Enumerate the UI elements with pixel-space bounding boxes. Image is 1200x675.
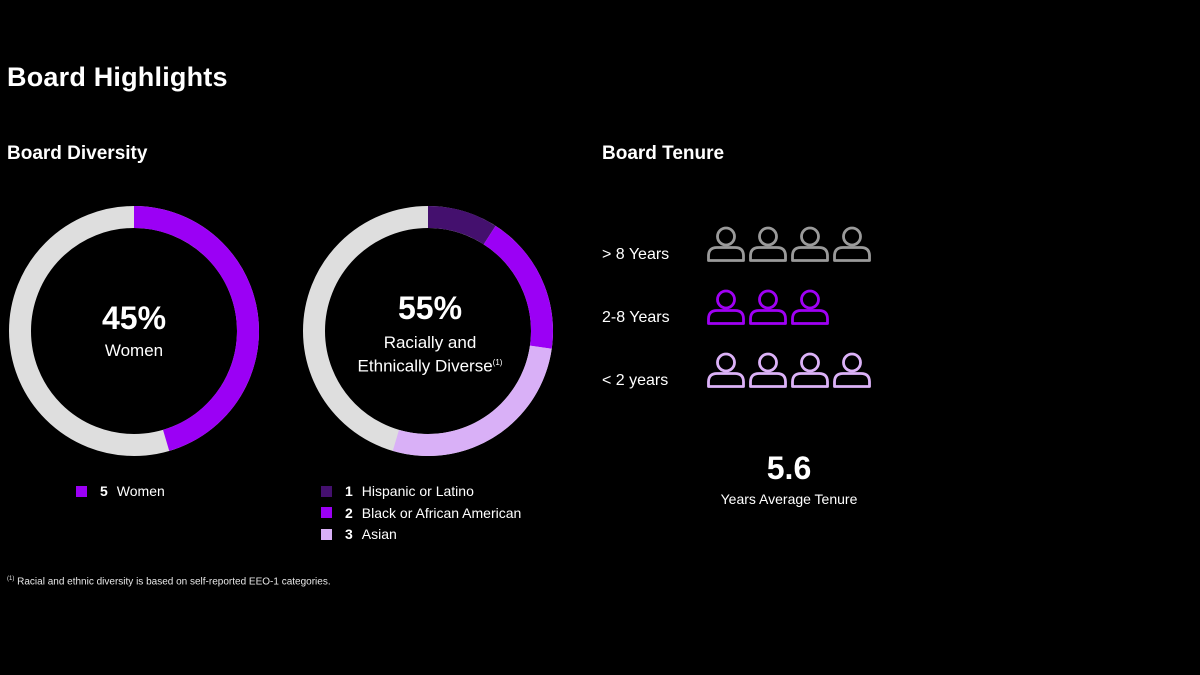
tenure-row-label: < 2 years [602, 372, 669, 389]
donut-slice-hispanic-or-latino [428, 206, 496, 245]
diverse-donut-center: 55% Racially and Ethnically Diverse(1) [330, 290, 530, 377]
average-tenure-label: Years Average Tenure [720, 491, 858, 507]
page-title: Board Highlights [7, 62, 228, 92]
legend-swatch [76, 485, 87, 497]
person-icon [791, 289, 829, 325]
legend-item: 3 Asian [321, 526, 397, 542]
legend-label: Asian [361, 526, 397, 542]
tenure-row-icons [706, 352, 872, 388]
legend-item: 1 Hispanic or Latino [321, 483, 474, 499]
legend-item: 5 Women [76, 483, 165, 499]
women-percent: 45% [101, 300, 167, 336]
average-tenure-value: 5.6 [766, 450, 812, 486]
legend-count: 3 [345, 526, 353, 542]
diverse-label-line2: Ethnically Diverse(1) [330, 353, 530, 377]
person-icon [749, 352, 787, 388]
footnote: (1) Racial and ethnic diversity is based… [7, 576, 331, 587]
donut-slice-women [134, 206, 259, 451]
person-icon [749, 226, 787, 262]
donut-slice-black-or-african-american [483, 225, 553, 349]
tenure-row-icons [706, 226, 872, 262]
person-icon [707, 352, 745, 388]
donut-slice-asian [392, 345, 552, 456]
tenure-row-label: 2-8 Years [602, 309, 670, 326]
diverse-label-line1: Racially and [383, 333, 477, 352]
footnote-marker: (1) [492, 358, 503, 367]
board-diversity-title: Board Diversity [7, 143, 148, 164]
person-icon [791, 226, 829, 262]
legend-item: 2 Black or African American [321, 505, 521, 521]
diverse-percent: 55% [397, 290, 463, 326]
person-icon [707, 226, 745, 262]
legend-count: 1 [345, 483, 353, 499]
person-icon [833, 352, 871, 388]
legend-label: Women [116, 483, 165, 499]
footnote-text: Racial and ethnic diversity is based on … [17, 576, 331, 588]
legend-swatch [321, 507, 332, 518]
person-icon [707, 289, 745, 325]
legend-swatch [321, 528, 332, 540]
legend-label: Black or African American [361, 504, 522, 521]
legend-count: 2 [345, 504, 353, 521]
legend-swatch [321, 485, 332, 497]
women-label: Women [104, 341, 164, 360]
women-donut-chart [9, 206, 259, 456]
legend-label: Hispanic or Latino [361, 483, 474, 499]
person-icon [833, 226, 871, 262]
footnote-marker: (1) [7, 576, 15, 582]
legend-count: 5 [100, 483, 108, 499]
diverse-donut-chart [303, 206, 553, 456]
tenure-row-label: > 8 Years [602, 246, 670, 263]
women-donut-center: 45% Women [34, 300, 234, 361]
tenure-row-icons [706, 289, 830, 325]
board-tenure-title: Board Tenure [602, 143, 725, 164]
person-icon [749, 289, 787, 325]
diverse-label-line2-text: Ethnically Diverse [357, 356, 493, 376]
person-icon [791, 352, 829, 388]
